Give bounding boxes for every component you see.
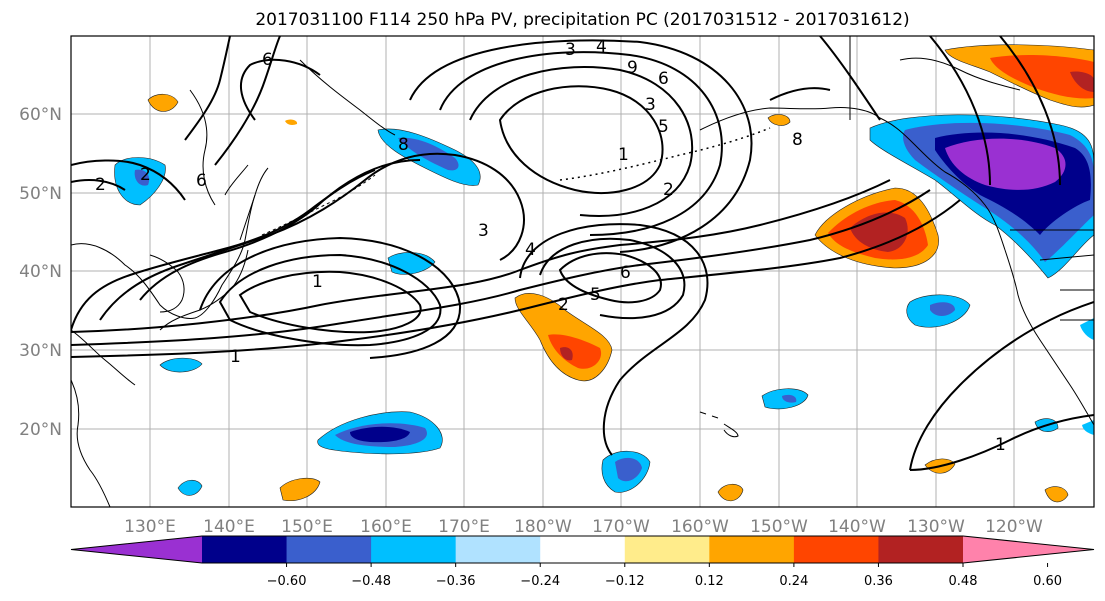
lat-label: 50°N [19, 184, 62, 204]
colorbar-tick-label: −0.12 [605, 574, 645, 589]
lon-label: 160°W [671, 517, 729, 537]
contour-label: 6 [658, 69, 669, 89]
contour-label: 5 [590, 285, 601, 305]
contour-label: 2 [558, 295, 569, 315]
colorbar: −0.60 −0.48 −0.36 −0.24 −0.12 0.12 0.24 0.36 0.4… [70, 535, 1095, 589]
contour-label: 2 [140, 165, 151, 185]
colorbar-bin [793, 536, 879, 563]
contour-label: 3 [565, 40, 576, 60]
colorbar-bin [709, 536, 795, 563]
precip-shading [114, 44, 1094, 503]
contour-label: 3 [645, 95, 656, 115]
colorbar-outline [70, 535, 1095, 564]
lat-label: 30°N [19, 341, 62, 361]
colorbar-bin [371, 536, 457, 563]
contour-label: 2 [95, 175, 106, 195]
lon-label: 170°W [592, 517, 650, 537]
contour-label: 6 [196, 171, 207, 191]
contour-label: 1 [230, 347, 241, 367]
latitude-labels: 60°N 50°N 40°N 30°N 20°N [19, 105, 62, 440]
colorbar-bin [878, 536, 964, 563]
lon-label: 150°E [281, 517, 333, 537]
contour-label: 5 [658, 117, 669, 137]
pv-contours [71, 36, 1094, 471]
colorbar-tick-label: −0.60 [267, 574, 307, 589]
lat-label: 60°N [19, 105, 62, 125]
contour-labels: 6 2 2 6 8 9 3 5 4 1 2 6 1 3 4 3 2 1 6 5 … [95, 37, 1006, 455]
lon-label: 140°W [828, 517, 886, 537]
colorbar-tick-label: 0.24 [779, 574, 808, 589]
coastlines [71, 36, 1094, 507]
colorbar-bin [455, 536, 541, 563]
colorbar-bin [202, 536, 288, 563]
map-frame [70, 35, 1095, 508]
longitude-labels: 130°E 140°E 150°E 160°E 170°E 180°W 170°… [124, 517, 1043, 537]
map-title: 2017031100 F114 250 hPa PV, precipitatio… [255, 10, 910, 30]
colorbar-extend-min [71, 536, 202, 563]
lon-label: 130°E [124, 517, 176, 537]
colorbar-tick-label: 0.36 [864, 574, 893, 589]
lon-label: 130°W [907, 517, 965, 537]
colorbar-tick-label: −0.48 [351, 574, 391, 589]
colorbar-bin [540, 536, 626, 563]
lon-label: 140°E [203, 517, 255, 537]
colorbar-tick-label: 0.60 [1033, 574, 1062, 589]
contour-label: 2 [663, 180, 674, 200]
contour-label: 8 [398, 135, 409, 155]
contour-label: 3 [478, 221, 489, 241]
colorbar-bin [286, 536, 372, 563]
contour-label: 4 [596, 37, 607, 57]
contour-label: 1 [995, 435, 1006, 455]
contour-label: 6 [262, 50, 273, 70]
lon-label: 170°E [438, 517, 490, 537]
colorbar-tick-label: 0.48 [949, 574, 978, 589]
lon-label: 150°W [750, 517, 808, 537]
colorbar-tick-label: −0.24 [520, 574, 560, 589]
lon-label: 120°W [985, 517, 1043, 537]
colorbar-extend-max [963, 536, 1094, 563]
colorbar-tick-label: 0.12 [695, 574, 724, 589]
contour-label: 9 [627, 58, 638, 78]
contour-label: 8 [792, 130, 803, 150]
colorbar-bin [624, 536, 710, 563]
contour-label: 1 [312, 272, 323, 292]
contour-label: 4 [525, 240, 536, 260]
lat-label: 40°N [19, 262, 62, 282]
lon-label: 180°W [514, 517, 572, 537]
colorbar-tick-label: −0.36 [436, 574, 476, 589]
lat-label: 20°N [19, 420, 62, 440]
contour-label: 6 [620, 263, 631, 283]
contour-label: 1 [618, 145, 629, 165]
lon-label: 160°E [360, 517, 412, 537]
